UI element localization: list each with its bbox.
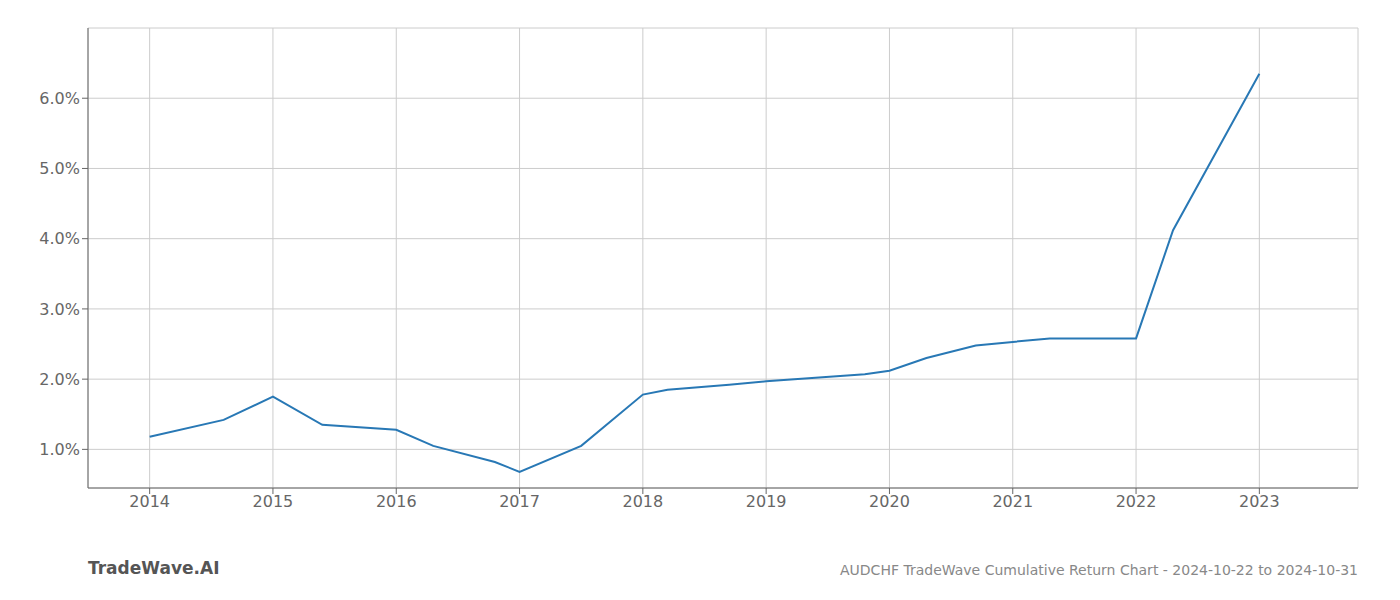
- svg-text:2021: 2021: [992, 492, 1033, 511]
- svg-text:2023: 2023: [1239, 492, 1280, 511]
- svg-text:3.0%: 3.0%: [39, 300, 80, 319]
- svg-text:2019: 2019: [746, 492, 787, 511]
- svg-text:2014: 2014: [129, 492, 170, 511]
- svg-text:2022: 2022: [1116, 492, 1157, 511]
- svg-text:2015: 2015: [253, 492, 294, 511]
- svg-text:2018: 2018: [622, 492, 663, 511]
- svg-text:5.0%: 5.0%: [39, 159, 80, 178]
- svg-text:4.0%: 4.0%: [39, 229, 80, 248]
- svg-text:2020: 2020: [869, 492, 910, 511]
- svg-text:1.0%: 1.0%: [39, 440, 80, 459]
- html-text:TradeWave.AI: TradeWave.AI: [88, 558, 220, 578]
- svg-text:2017: 2017: [499, 492, 540, 511]
- html-text:AUDCHF TradeWave Cumulative Re: AUDCHF TradeWave Cumulative Return Chart…: [840, 562, 1358, 578]
- svg-text:2.0%: 2.0%: [39, 370, 80, 389]
- svg-text:2016: 2016: [376, 492, 417, 511]
- svg-text:6.0%: 6.0%: [39, 89, 80, 108]
